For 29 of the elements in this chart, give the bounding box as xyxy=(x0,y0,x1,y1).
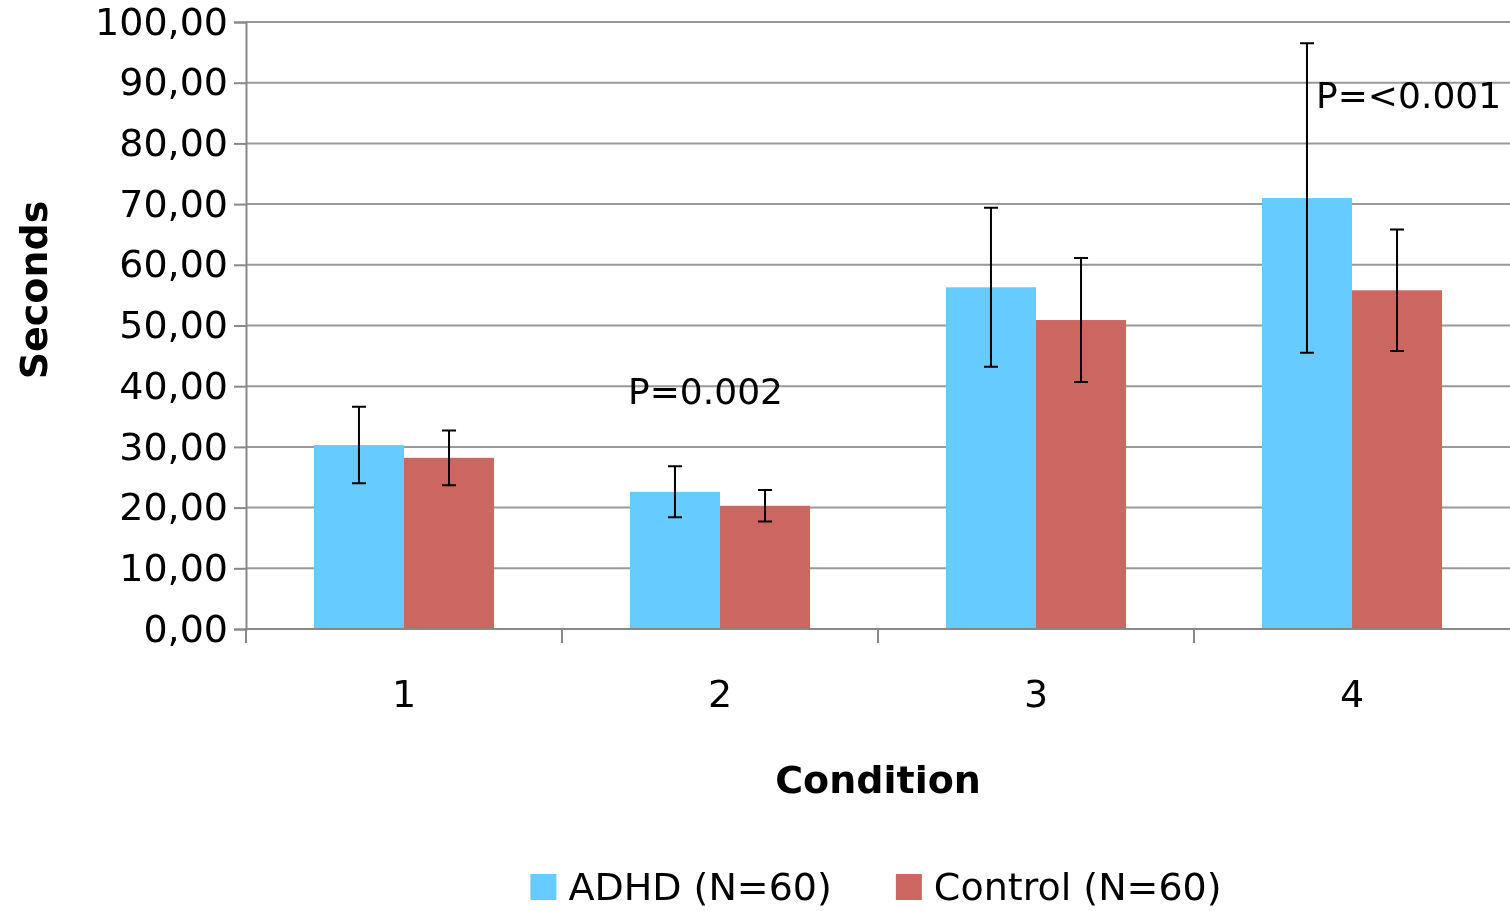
x-tick-label: 2 xyxy=(707,672,733,716)
y-tick-label: 30,00 xyxy=(119,424,228,469)
x-tick-label: 3 xyxy=(1023,672,1049,716)
bar xyxy=(945,287,1036,629)
y-tick-label: 90,00 xyxy=(119,60,228,105)
bar xyxy=(1352,290,1443,629)
y-tick-label: 20,00 xyxy=(119,485,228,530)
bar xyxy=(1036,320,1127,629)
y-tick-label: 100,00 xyxy=(95,0,228,44)
bar xyxy=(720,505,811,629)
x-axis-title: Condition xyxy=(775,758,981,802)
bar xyxy=(404,457,495,629)
y-tick-label: 10,00 xyxy=(119,545,228,590)
y-tick-label: 0,00 xyxy=(143,606,228,651)
x-tick-label: 4 xyxy=(1339,672,1365,716)
x-tick-label: 1 xyxy=(391,672,417,716)
bar xyxy=(1261,198,1352,629)
y-tick-label: 70,00 xyxy=(119,181,228,226)
bar xyxy=(629,491,720,629)
annotation: P=<0.001 xyxy=(1316,75,1502,116)
legend-label: ADHD (N=60) xyxy=(568,865,832,909)
y-tick-label: 40,00 xyxy=(119,363,228,408)
y-axis-title: Seconds xyxy=(12,200,56,380)
bar xyxy=(313,445,404,629)
y-tick-label: 80,00 xyxy=(119,121,228,166)
annotation: P=0.002 xyxy=(628,371,783,412)
y-tick-label: 60,00 xyxy=(119,242,228,287)
y-tick-label: 50,00 xyxy=(119,303,228,348)
legend-label: Control (N=60) xyxy=(933,865,1222,909)
